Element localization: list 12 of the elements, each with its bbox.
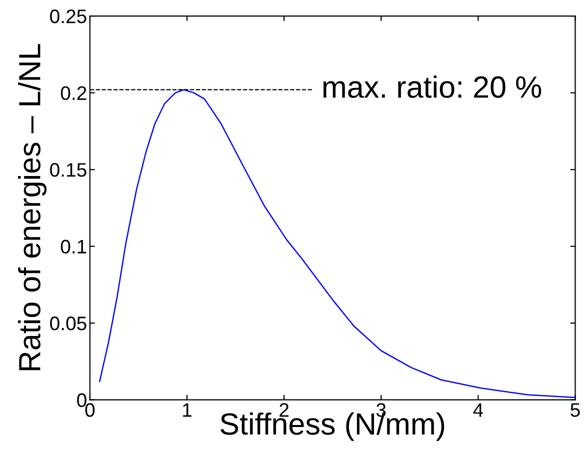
ref-line-label: max. ratio: 20 % bbox=[323, 75, 542, 98]
y-tick-label: 0.2 bbox=[60, 86, 86, 100]
y-tick-label: 0.05 bbox=[50, 316, 86, 330]
y-tick-label: 0.15 bbox=[50, 163, 86, 177]
y-tick-label: 0 bbox=[77, 393, 86, 408]
x-tick-label: 4 bbox=[473, 403, 484, 417]
y-tick-label: 0.25 bbox=[50, 10, 86, 24]
x-tick-label: 5 bbox=[570, 403, 580, 417]
x-tick-label: 0 bbox=[85, 403, 95, 417]
x-tick-label: 1 bbox=[183, 403, 192, 417]
y-tick-label: 0.1 bbox=[60, 240, 86, 254]
y-axis-title: Ratio of energies – L/NL bbox=[18, 44, 47, 370]
